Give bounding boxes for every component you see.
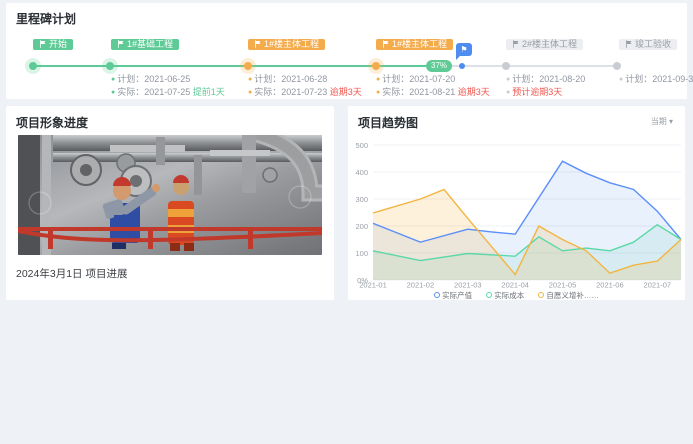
svg-text:300: 300 <box>355 195 368 204</box>
svg-text:2021-04: 2021-04 <box>501 281 529 290</box>
svg-text:2021-01: 2021-01 <box>359 281 387 290</box>
svg-text:2021-05: 2021-05 <box>549 281 577 290</box>
svg-text:100: 100 <box>355 249 368 258</box>
svg-text:2021-07: 2021-07 <box>644 281 672 290</box>
svg-text:2021-06: 2021-06 <box>596 281 624 290</box>
svg-text:500: 500 <box>355 141 368 150</box>
svg-text:200: 200 <box>355 222 368 231</box>
svg-text:400: 400 <box>355 168 368 177</box>
svg-text:2021-02: 2021-02 <box>407 281 435 290</box>
svg-text:2021-03: 2021-03 <box>454 281 482 290</box>
